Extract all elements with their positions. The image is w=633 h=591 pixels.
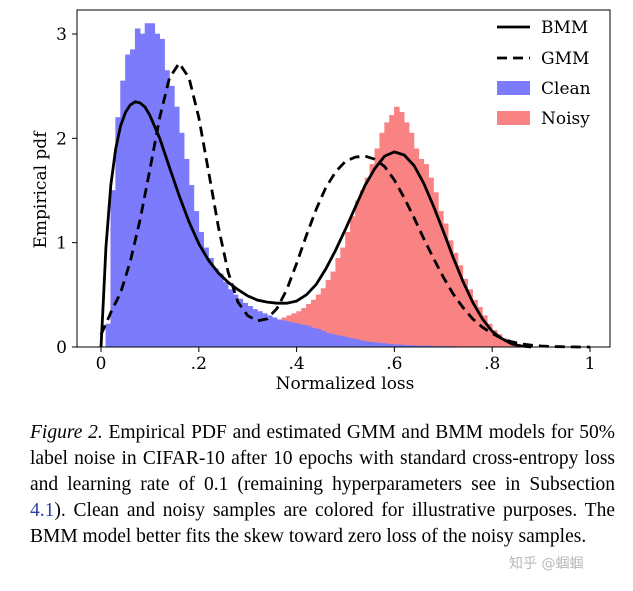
clean-bar [159, 38, 165, 348]
legend: BMM GMM Clean Noisy [497, 18, 591, 129]
clean-bar [203, 247, 209, 348]
chart: 0 .2 .4 .6 .8 1 0 1 2 3 Normalized loss Empirica… [31, 9, 611, 394]
clean-bar [208, 258, 214, 348]
watermark: 知乎 @蝈蝈 [509, 556, 584, 572]
x-tick-label: .2 [191, 354, 207, 374]
clean-bar [130, 49, 136, 348]
clean-bar [178, 132, 185, 348]
clean-bar [286, 321, 293, 348]
noisy-bar [413, 148, 420, 348]
y-tick-label: 0 [56, 338, 67, 358]
clean-bar [125, 54, 131, 348]
y-axis-label: Empirical pdf [31, 130, 51, 249]
figure-caption: Figure 2. Empirical PDF and estimated GM… [30, 420, 615, 550]
clean-bar [139, 33, 146, 348]
clean-bar [110, 190, 116, 348]
clean-bar [183, 158, 190, 348]
clean-bar [266, 315, 273, 348]
clean-bar [374, 342, 381, 348]
clean-bar [271, 317, 278, 348]
clean-bar [320, 331, 327, 348]
clean-bar [276, 319, 283, 348]
noisy-bar [418, 158, 425, 348]
clean-bar [364, 341, 371, 348]
clean-bar [315, 328, 322, 348]
noisy-bar [398, 111, 405, 348]
y-tick-label: 1 [56, 234, 67, 254]
clean-bar [144, 23, 151, 348]
legend-noisy-swatch [497, 111, 530, 125]
clean-bar [325, 333, 332, 348]
clean-bar [247, 306, 253, 348]
clean-bar [154, 33, 160, 348]
clean-bar [330, 334, 337, 348]
clean-bar [222, 282, 229, 348]
clean-bar [188, 184, 195, 348]
clean-bar [291, 322, 297, 348]
clean-bar [301, 324, 307, 348]
legend-clean-swatch [497, 81, 530, 95]
clean-bar [335, 335, 341, 348]
x-tick-label: .8 [484, 354, 500, 374]
noisy-bar [354, 200, 361, 348]
noisy-bar [389, 115, 395, 348]
clean-bar [379, 343, 385, 348]
clean-bar [350, 338, 356, 348]
clean-bar [149, 23, 156, 348]
clean-bar [359, 340, 366, 348]
clean-bar [174, 106, 180, 348]
noisy-bar [374, 148, 381, 348]
noisy-histogram [178, 106, 532, 348]
clean-bar [296, 323, 302, 348]
legend-noisy-label: Noisy [541, 109, 590, 129]
y-tick-label: 2 [56, 129, 67, 149]
clean-bar [354, 339, 361, 348]
x-tick-label: .6 [386, 354, 402, 374]
noisy-bar [335, 258, 341, 348]
legend-bmm-label: BMM [541, 18, 588, 38]
x-tick-label: 0 [96, 354, 107, 374]
caption-text-end: ). Clean and noisy samples are colored f… [30, 500, 615, 547]
clean-bar [281, 320, 288, 348]
clean-bar [306, 325, 312, 348]
noisy-bar [364, 177, 371, 348]
noisy-bar [369, 164, 376, 348]
clean-bar [105, 323, 112, 348]
bmm-curve [99, 100, 532, 349]
noisy-bar [340, 247, 346, 348]
clean-bar [218, 273, 224, 348]
clean-bar [252, 309, 258, 348]
legend-clean-label: Clean [541, 79, 591, 99]
noisy-bar [350, 216, 356, 348]
clean-bar [257, 311, 263, 348]
clean-bar [340, 336, 346, 348]
clean-bar [310, 327, 317, 348]
subsection-reference-link[interactable]: 4.1 [30, 500, 55, 521]
y-tick-label: 3 [56, 25, 67, 45]
clean-bar [227, 289, 234, 348]
x-axis-label: Normalized loss [276, 374, 415, 394]
clean-bar [134, 28, 141, 348]
caption-text-start: Empirical PDF and estimated GMM and BMM … [30, 422, 615, 495]
y-axis-ticks: 0 1 2 3 [56, 25, 77, 358]
clean-bar [369, 342, 376, 348]
clean-bar [345, 337, 351, 348]
figure-label: Figure 2. [30, 422, 103, 443]
x-tick-label: .4 [288, 354, 304, 374]
noisy-bar [359, 190, 366, 348]
plot-frame [76, 9, 611, 348]
legend-gmm-label: GMM [541, 49, 589, 69]
x-axis-ticks: 0 .2 .4 .6 .8 1 [96, 347, 596, 374]
clean-bar [213, 268, 219, 348]
noisy-bar [345, 231, 351, 348]
clean-bar [169, 85, 175, 348]
x-tick-label: 1 [585, 354, 596, 374]
noisy-bar [394, 106, 400, 348]
clean-bar [164, 70, 170, 348]
clean-bar [242, 302, 248, 348]
gmm-curve [99, 60, 590, 349]
